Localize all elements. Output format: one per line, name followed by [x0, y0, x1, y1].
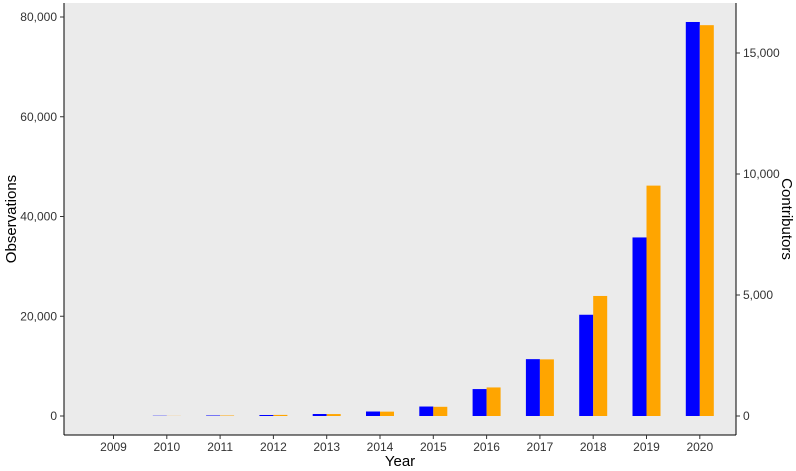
bar-left-2018 — [579, 314, 594, 416]
x-tick-label-2011: 2011 — [207, 440, 233, 454]
left-tick-label-80000: 80,000 — [20, 10, 57, 24]
bar-left-2016 — [472, 389, 487, 416]
x-tick-label-2020: 2020 — [686, 440, 713, 454]
plot-panel — [64, 3, 736, 435]
x-tick-label-2019: 2019 — [633, 440, 660, 454]
left-tick-label-0: 0 — [50, 409, 57, 423]
bar-left-2017 — [525, 359, 540, 416]
x-tick-label-2009: 2009 — [100, 440, 127, 454]
x-axis-title: Year — [385, 453, 415, 470]
left-tick-label-60000: 60,000 — [20, 110, 57, 124]
bar-left-2014 — [366, 411, 380, 416]
left-tick-label-20000: 20,000 — [20, 309, 57, 323]
x-tick-label-2013: 2013 — [313, 440, 340, 454]
bar-left-2012 — [259, 415, 274, 416]
x-tick-label-2010: 2010 — [153, 440, 180, 454]
bar-right-2012 — [273, 414, 288, 416]
x-tick-label-2017: 2017 — [527, 440, 554, 454]
x-tick-label-2014: 2014 — [367, 440, 394, 454]
left-axis-title: Observations — [3, 175, 20, 263]
right-axis-title: Contributors — [778, 178, 795, 260]
bar-left-2015 — [419, 406, 434, 416]
x-tick-label-2015: 2015 — [420, 440, 447, 454]
bar-right-2019 — [646, 185, 661, 416]
bar-left-2013 — [312, 414, 327, 416]
x-tick-label-2012: 2012 — [260, 440, 287, 454]
bar-right-2013 — [326, 414, 341, 416]
left-tick-label-40000: 40,000 — [20, 210, 57, 224]
right-tick-label-10000: 10,000 — [743, 167, 780, 181]
bar-left-2020 — [685, 21, 700, 417]
bar-right-2017 — [539, 359, 554, 416]
bar-right-2018 — [593, 295, 608, 416]
x-tick-label-2018: 2018 — [580, 440, 607, 454]
bar-right-2020 — [699, 25, 714, 416]
right-tick-label-15000: 15,000 — [743, 46, 780, 60]
right-tick-label-5000: 5,000 — [743, 288, 773, 302]
bar-right-2016 — [486, 387, 501, 416]
bar-right-2014 — [380, 411, 394, 416]
right-tick-label-0: 0 — [743, 409, 750, 423]
x-tick-label-2016: 2016 — [473, 440, 500, 454]
bar-left-2019 — [632, 237, 647, 416]
bar-right-2015 — [433, 406, 448, 416]
